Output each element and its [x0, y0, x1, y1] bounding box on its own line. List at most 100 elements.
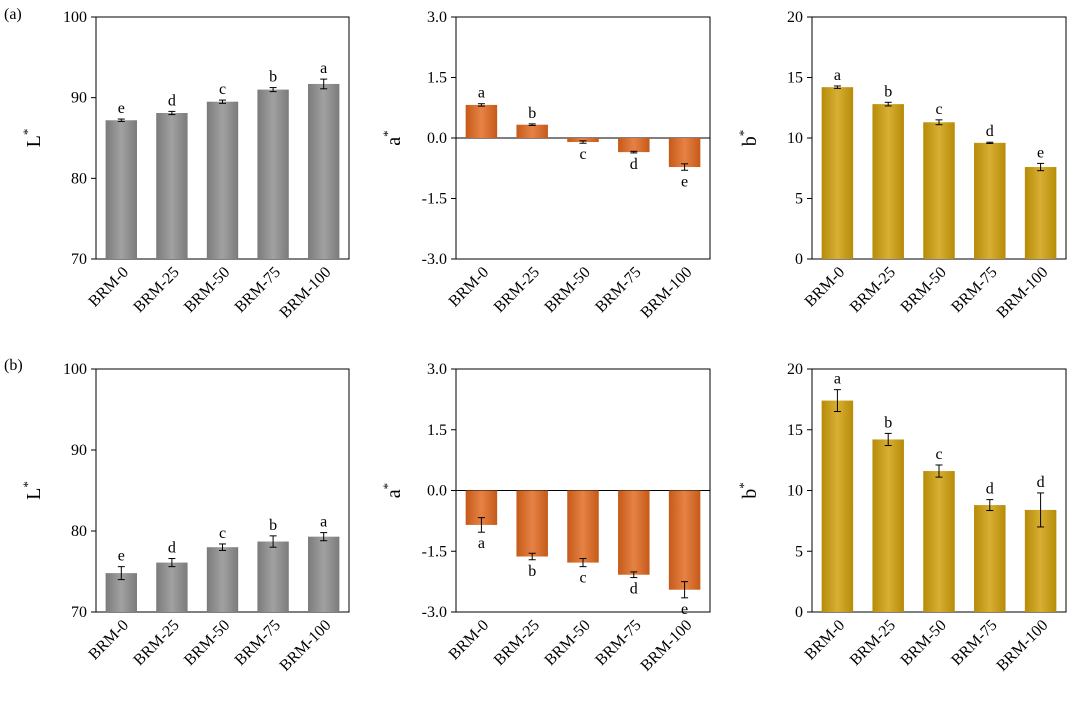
- significance-letter: b: [884, 414, 892, 431]
- bar: [821, 400, 854, 612]
- category-label: BRM-100: [994, 264, 1052, 322]
- bar: [257, 541, 289, 612]
- y-tick-label: 100: [63, 361, 87, 378]
- y-axis-label-main: b: [739, 136, 761, 146]
- y-tick-label: -3.0: [422, 251, 447, 268]
- bar: [206, 547, 239, 612]
- significance-letter: d: [168, 92, 176, 109]
- y-tick-label: 10: [787, 483, 803, 500]
- chart-a-L: 70 80 90 100 L* e BRM-0 d BRM-25 c BRM-50 b BRM-75 a B…: [20, 9, 350, 322]
- category-label: BRM-100: [638, 264, 696, 322]
- category-label: BRM-0: [446, 264, 493, 311]
- category-label: BRM-50: [898, 617, 950, 669]
- y-tick-label: 0: [795, 604, 803, 621]
- bar: [516, 124, 548, 138]
- bar: [974, 142, 1006, 259]
- y-axis-label-sup: *: [736, 482, 751, 489]
- category-label: BRM-100: [994, 617, 1052, 675]
- significance-letter: c: [935, 446, 942, 463]
- bar: [156, 112, 188, 259]
- chart-b-a: -3.0-1.50.01.53.0a*aBRM-0bBRM-25cBRM-50d…: [380, 361, 711, 675]
- category-label: BRM-0: [446, 617, 493, 664]
- y-tick-label: 15: [787, 70, 803, 87]
- y-axis-label: a*: [380, 483, 405, 498]
- y-tick-label: -1.5: [422, 543, 447, 560]
- bar: [567, 138, 599, 143]
- significance-letter: a: [478, 85, 485, 102]
- category-label: BRM-0: [802, 264, 849, 311]
- category-label: BRM-25: [847, 617, 899, 669]
- significance-letter: c: [935, 101, 942, 118]
- significance-letter: d: [986, 123, 994, 140]
- category-label: BRM-50: [898, 264, 950, 316]
- category-label: BRM-0: [86, 264, 133, 311]
- panel-label-a: (a): [4, 6, 22, 23]
- category-label: BRM-0: [802, 617, 849, 664]
- bar: [668, 138, 701, 168]
- significance-letter: e: [1037, 144, 1044, 161]
- bar: [1024, 167, 1057, 259]
- y-tick-label: 70: [71, 251, 87, 268]
- category-label: BRM-50: [542, 617, 594, 669]
- significance-letter: d: [1037, 474, 1045, 491]
- y-axis-label-sup: *: [380, 130, 395, 137]
- significance-letter: c: [579, 146, 586, 163]
- y-tick-label: 3.0: [427, 9, 447, 26]
- bar: [567, 490, 599, 563]
- y-axis-label: a*: [380, 130, 405, 145]
- y-tick-label: 15: [787, 422, 803, 439]
- significance-letter: e: [118, 548, 125, 565]
- bar: [974, 505, 1006, 612]
- significance-letter: c: [579, 570, 586, 587]
- significance-letter: e: [681, 173, 688, 190]
- category-label: BRM-50: [181, 264, 233, 316]
- significance-letter: d: [986, 481, 994, 498]
- y-tick-label: 5: [795, 191, 803, 208]
- category-label: BRM-0: [86, 617, 133, 664]
- y-tick-label: 1.5: [427, 70, 447, 87]
- significance-letter: a: [320, 60, 327, 77]
- panel-label-b: (b): [4, 357, 23, 374]
- significance-letter: e: [681, 601, 688, 618]
- bar: [618, 490, 650, 575]
- significance-letter: a: [834, 371, 841, 388]
- category-label: BRM-50: [542, 264, 594, 316]
- y-tick-label: 1.5: [427, 422, 447, 439]
- bar: [465, 104, 498, 138]
- significance-letter: d: [630, 156, 638, 173]
- category-label: BRM-100: [638, 617, 696, 675]
- significance-letter: b: [528, 563, 536, 580]
- bar: [923, 122, 955, 260]
- significance-letter: a: [320, 514, 327, 531]
- y-tick-label: 10: [787, 130, 803, 147]
- category-label: BRM-25: [847, 264, 899, 316]
- y-axis-label: b*: [736, 130, 761, 147]
- y-axis-label-main: L: [23, 488, 45, 500]
- y-tick-label: 70: [71, 604, 87, 621]
- y-axis-label-sup: *: [380, 483, 395, 490]
- significance-letter: b: [269, 517, 277, 534]
- category-label: BRM-25: [491, 617, 543, 669]
- bar: [872, 439, 904, 612]
- bar: [156, 562, 188, 612]
- bar: [516, 490, 548, 557]
- y-tick-label: 3.0: [427, 361, 447, 378]
- y-tick-label: 20: [787, 9, 803, 26]
- y-tick-label: 20: [787, 361, 803, 378]
- significance-letter: b: [528, 105, 536, 122]
- bar: [308, 536, 340, 612]
- significance-letter: b: [269, 69, 277, 86]
- y-tick-label: -1.5: [422, 191, 447, 208]
- y-tick-label: 80: [71, 523, 87, 540]
- category-label: BRM-75: [232, 617, 284, 669]
- y-axis-label-main: a: [383, 489, 405, 498]
- category-label: BRM-25: [130, 617, 182, 669]
- significance-letter: a: [834, 67, 841, 84]
- category-label: BRM-75: [592, 264, 644, 316]
- bar: [308, 83, 340, 259]
- chart-a-a: -3.0-1.50.01.53.0a*aBRM-0bBRM-25cBRM-50d…: [380, 9, 711, 322]
- y-axis-label-main: L: [23, 135, 45, 147]
- significance-letter: b: [884, 83, 892, 100]
- y-axis-label: b*: [736, 482, 761, 499]
